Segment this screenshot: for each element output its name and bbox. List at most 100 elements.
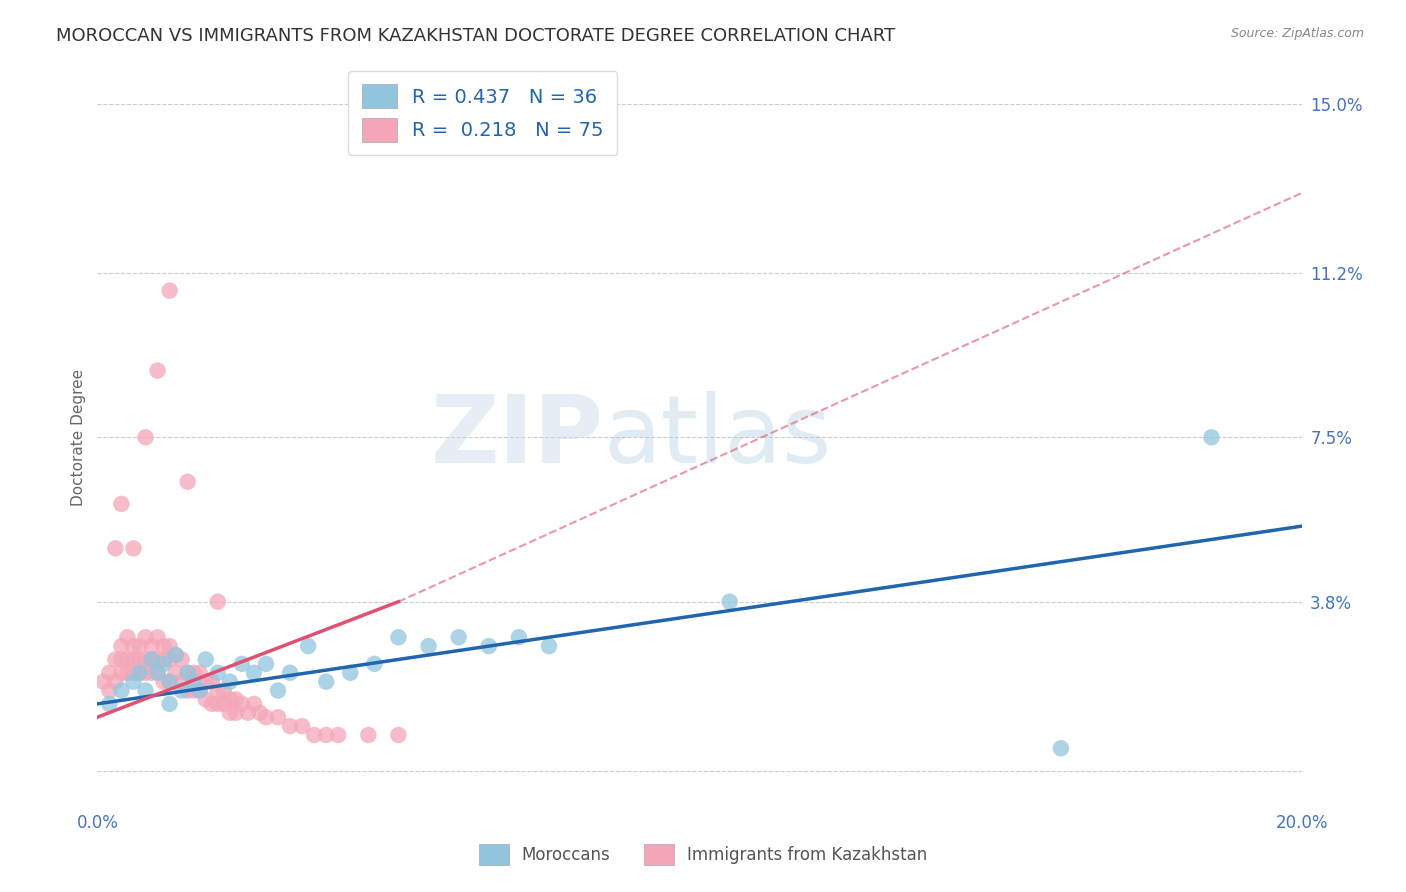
Point <box>207 683 229 698</box>
Point <box>110 683 132 698</box>
Point <box>267 683 290 698</box>
Point <box>98 683 121 698</box>
Point <box>135 652 157 666</box>
Point <box>152 657 174 671</box>
Point <box>117 652 139 666</box>
Point <box>218 692 240 706</box>
Point <box>207 595 229 609</box>
Point <box>447 630 470 644</box>
Point <box>387 630 409 644</box>
Point <box>159 652 181 666</box>
Point <box>104 652 127 666</box>
Point <box>328 728 350 742</box>
Point <box>110 652 132 666</box>
Point <box>146 652 169 666</box>
Point <box>243 697 266 711</box>
Point <box>159 639 181 653</box>
Point <box>141 665 163 680</box>
Point <box>1050 741 1073 756</box>
Point <box>146 665 169 680</box>
Point <box>537 639 560 653</box>
Point <box>249 706 271 720</box>
Point <box>176 683 198 698</box>
Point <box>225 692 247 706</box>
Point <box>194 674 217 689</box>
Text: atlas: atlas <box>603 392 831 483</box>
Point <box>165 648 187 662</box>
Point <box>478 639 501 653</box>
Point <box>165 665 187 680</box>
Point <box>508 630 530 644</box>
Point <box>159 674 181 689</box>
Point <box>254 657 277 671</box>
Point <box>128 665 150 680</box>
Point <box>387 728 409 742</box>
Point <box>117 630 139 644</box>
Point <box>122 674 145 689</box>
Point <box>718 595 741 609</box>
Point <box>363 657 385 671</box>
Point <box>141 652 163 666</box>
Point <box>1201 430 1223 444</box>
Point <box>141 639 163 653</box>
Point <box>176 665 198 680</box>
Point <box>357 728 380 742</box>
Point <box>159 697 181 711</box>
Legend: R = 0.437   N = 36, R =  0.218   N = 75: R = 0.437 N = 36, R = 0.218 N = 75 <box>349 70 617 155</box>
Point <box>135 665 157 680</box>
Point <box>117 665 139 680</box>
Point <box>170 674 193 689</box>
Point <box>278 665 301 680</box>
Point <box>201 697 224 711</box>
Point <box>315 728 337 742</box>
Point <box>122 639 145 653</box>
Point <box>98 697 121 711</box>
Point <box>110 665 132 680</box>
Point <box>188 665 211 680</box>
Point <box>302 728 325 742</box>
Point <box>122 541 145 556</box>
Point <box>183 674 205 689</box>
Point <box>218 674 240 689</box>
Text: MOROCCAN VS IMMIGRANTS FROM KAZAKHSTAN DOCTORATE DEGREE CORRELATION CHART: MOROCCAN VS IMMIGRANTS FROM KAZAKHSTAN D… <box>56 27 896 45</box>
Point <box>339 665 361 680</box>
Point <box>170 683 193 698</box>
Point <box>135 630 157 644</box>
Point <box>278 719 301 733</box>
Point <box>188 683 211 698</box>
Point <box>243 665 266 680</box>
Point <box>98 665 121 680</box>
Point <box>135 430 157 444</box>
Point <box>236 706 259 720</box>
Point <box>183 683 205 698</box>
Point <box>267 710 290 724</box>
Point <box>254 710 277 724</box>
Point <box>152 674 174 689</box>
Point <box>146 665 169 680</box>
Point <box>152 639 174 653</box>
Point <box>194 652 217 666</box>
Point <box>188 683 211 698</box>
Point <box>201 674 224 689</box>
Point <box>104 541 127 556</box>
Point <box>104 674 127 689</box>
Point <box>194 692 217 706</box>
Text: ZIP: ZIP <box>430 392 603 483</box>
Point <box>122 652 145 666</box>
Point <box>218 706 240 720</box>
Point <box>146 364 169 378</box>
Point <box>141 652 163 666</box>
Point <box>291 719 314 733</box>
Point <box>225 706 247 720</box>
Point <box>170 652 193 666</box>
Point <box>231 697 253 711</box>
Point <box>297 639 319 653</box>
Point <box>128 652 150 666</box>
Y-axis label: Doctorate Degree: Doctorate Degree <box>72 368 86 506</box>
Point <box>207 697 229 711</box>
Point <box>152 652 174 666</box>
Legend: Moroccans, Immigrants from Kazakhstan: Moroccans, Immigrants from Kazakhstan <box>468 834 938 875</box>
Point <box>176 665 198 680</box>
Point <box>165 648 187 662</box>
Point <box>122 665 145 680</box>
